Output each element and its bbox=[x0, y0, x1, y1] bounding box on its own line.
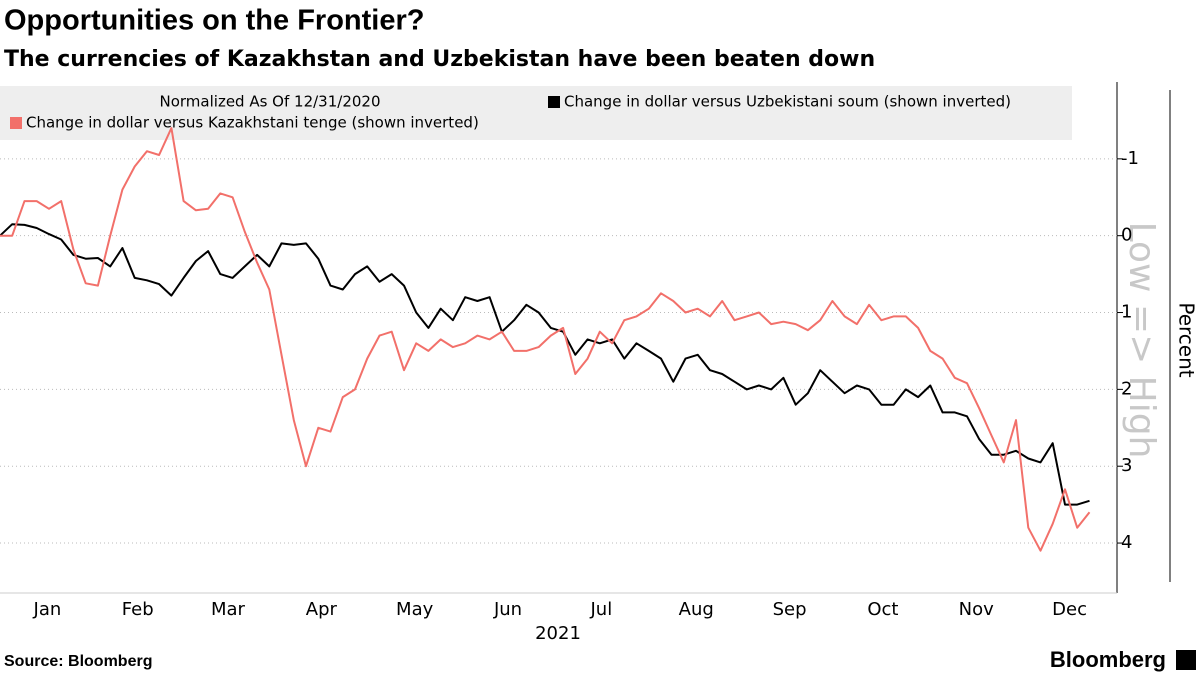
legend-note: Normalized As Of 12/31/2020 bbox=[160, 93, 381, 111]
y-tick-label: 1 bbox=[1121, 302, 1132, 323]
x-tick-label: Jan bbox=[33, 599, 62, 620]
legend-label: Change in dollar versus Kazakhstani teng… bbox=[26, 114, 479, 132]
brand-icon bbox=[1176, 650, 1196, 670]
y-tick-label: 2 bbox=[1121, 378, 1132, 399]
series-line bbox=[0, 127, 1091, 552]
y-axis-label: Percent bbox=[1175, 302, 1199, 377]
x-tick-label: Oct bbox=[867, 599, 898, 620]
chart-title: Opportunities on the Frontier? bbox=[4, 5, 424, 37]
y-tick-label: 3 bbox=[1121, 455, 1132, 476]
x-tick-label: Jul bbox=[589, 599, 612, 620]
brand: Bloomberg bbox=[1050, 647, 1166, 672]
legend-swatch bbox=[548, 96, 560, 108]
x-tick-label: Feb bbox=[122, 599, 154, 620]
chart-subtitle: The currencies of Kazakhstan and Uzbekis… bbox=[4, 47, 875, 72]
legend-swatch bbox=[10, 117, 22, 129]
source: Source: Bloomberg bbox=[4, 653, 152, 670]
y-tick-label: -1 bbox=[1121, 148, 1139, 169]
series-line bbox=[0, 223, 1090, 506]
legend-box bbox=[0, 86, 1072, 140]
x-tick-label: Nov bbox=[959, 599, 994, 620]
x-tick-label: May bbox=[396, 599, 434, 620]
y-tick-label: 0 bbox=[1121, 225, 1132, 246]
x-tick-label: Dec bbox=[1052, 599, 1087, 620]
y-tick-label: 4 bbox=[1121, 532, 1132, 553]
legend-label: Change in dollar versus Uzbekistani soum… bbox=[564, 93, 1011, 111]
x-tick-label: Sep bbox=[773, 599, 807, 620]
x-tick-label: Mar bbox=[211, 599, 246, 620]
x-tick-label: Jun bbox=[493, 599, 522, 620]
x-axis-label: 2021 bbox=[535, 623, 581, 644]
x-tick-label: Apr bbox=[306, 599, 338, 620]
y-annotation: Low => High bbox=[1121, 222, 1162, 459]
x-tick-label: Aug bbox=[679, 599, 714, 620]
